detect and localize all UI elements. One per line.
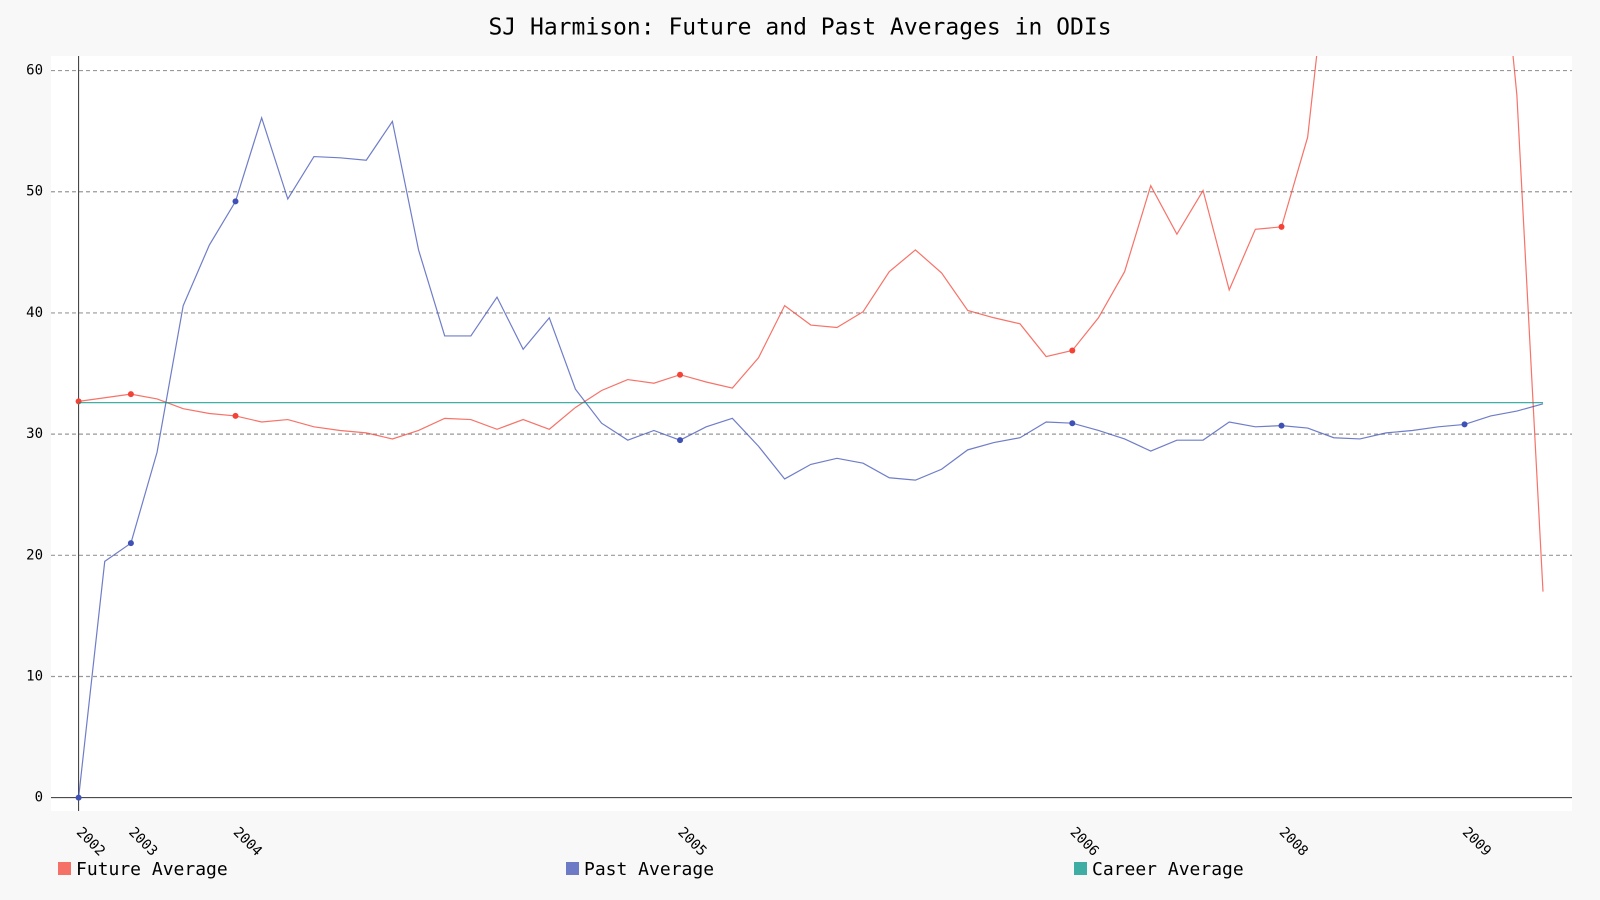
data-point [75, 398, 82, 405]
legend-swatch [566, 862, 579, 875]
data-point [75, 794, 82, 801]
legend-swatch [58, 862, 71, 875]
data-point [1069, 347, 1076, 354]
chart-title: SJ Harmison: Future and Past Averages in… [488, 15, 1111, 41]
data-point [127, 540, 134, 547]
plot-area [51, 56, 1572, 811]
y-tick-label: 50 [26, 184, 43, 200]
series-layer [75, 56, 1544, 801]
data-point [1278, 422, 1285, 429]
y-tick-label: 40 [26, 305, 43, 321]
data-point [1069, 420, 1076, 427]
data-point [677, 437, 684, 444]
legend-swatch [1074, 862, 1087, 875]
data-point [677, 371, 684, 378]
data-point [232, 198, 239, 205]
legend-label: Future Average [76, 859, 228, 880]
y-tick-label: 10 [26, 668, 43, 684]
data-point [1278, 223, 1285, 230]
data-point [232, 412, 239, 419]
y-tick-label: 0 [35, 790, 43, 806]
legend-label: Career Average [1092, 859, 1244, 880]
y-tick-label: 20 [26, 547, 43, 563]
y-tick-label: 60 [26, 63, 43, 79]
y-tick-label: 30 [26, 426, 43, 442]
data-point [1461, 421, 1468, 428]
legend-label: Past Average [584, 859, 714, 880]
series-line [78, 56, 1544, 592]
series-line [78, 115, 1544, 798]
data-point [127, 391, 134, 398]
